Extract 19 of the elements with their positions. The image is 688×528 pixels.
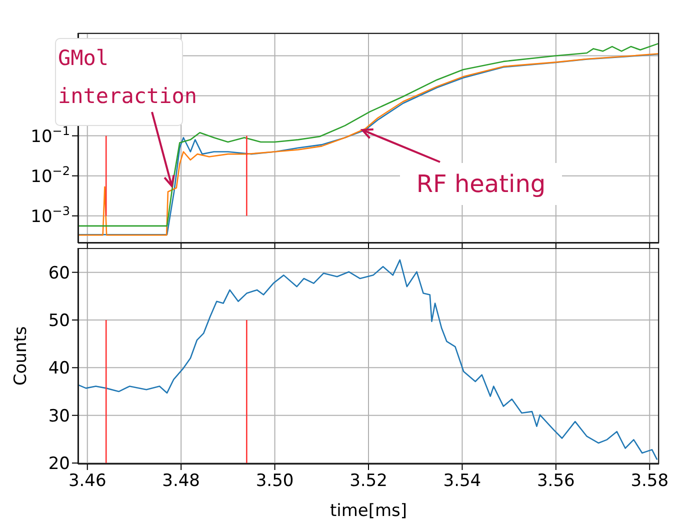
- y-tick-label: 50: [48, 311, 70, 331]
- x-tick-label: 3.54: [443, 471, 482, 491]
- annotation: RF heating: [400, 163, 562, 205]
- y-tick-label: 40: [48, 358, 70, 379]
- y-tick-label: 20: [48, 454, 70, 474]
- y-axis-title: Counts: [11, 326, 32, 386]
- x-tick-label: 3.46: [68, 471, 106, 491]
- x-axis-title: time[ms]: [330, 501, 408, 521]
- y-tick-label: 10$^{−2}$: [30, 164, 70, 187]
- x-tick-label: 3.56: [536, 471, 575, 491]
- y-tick-label: 30: [48, 406, 70, 426]
- y-tick-label: 10$^{−3}$: [30, 204, 70, 227]
- x-tick-label: 3.58: [630, 471, 669, 491]
- y-tick-label: 60: [48, 263, 70, 284]
- y-tick-label: 10$^{−1}$: [30, 124, 70, 147]
- x-tick-label: 3.48: [162, 471, 200, 491]
- annotation: GMol interaction: [58, 46, 198, 108]
- x-tick-label: 3.52: [350, 471, 388, 491]
- x-tick-label: 3.50: [256, 471, 294, 491]
